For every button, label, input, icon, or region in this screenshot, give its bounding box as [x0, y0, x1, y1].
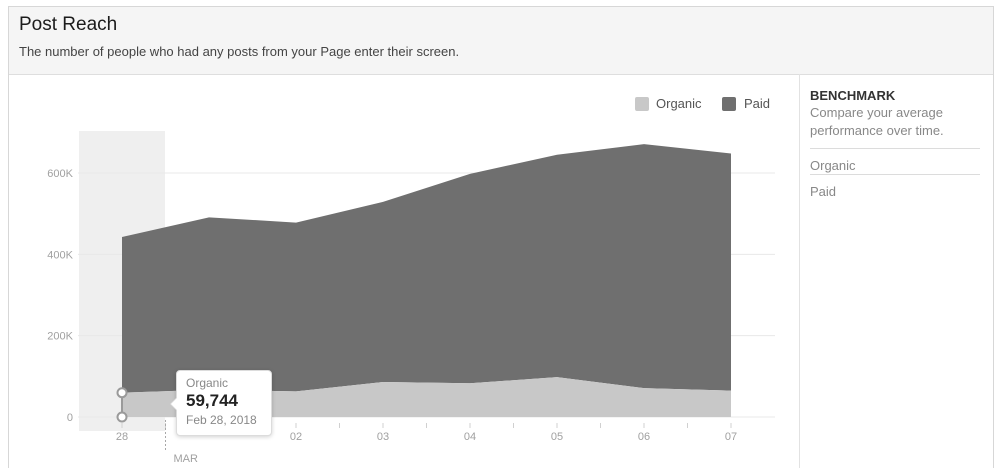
month-label: MAR: [174, 453, 199, 465]
x-tick-label: 06: [638, 431, 650, 443]
hover-markers: [116, 387, 128, 423]
organic-area: [122, 377, 731, 417]
organic-point-marker: [116, 387, 128, 399]
legend-label-paid: Paid: [744, 96, 770, 111]
x-tick-label: 28: [116, 431, 128, 443]
y-tick-label: 200K: [47, 331, 73, 343]
y-axis: 0 200K 400K 600K: [47, 168, 73, 424]
x-tick-label: 07: [725, 431, 737, 443]
benchmark-title: BENCHMARK: [810, 88, 896, 103]
x-axis: 28 02 03 04 05 06 07 MAR: [116, 420, 737, 465]
page-title: Post Reach: [19, 14, 118, 35]
tooltip-value: 59,744: [186, 391, 238, 410]
benchmark-item-paid[interactable]: Paid: [810, 174, 980, 200]
data-tooltip: Organic 59,744 Feb 28, 2018: [170, 370, 272, 436]
benchmark-item-organic[interactable]: Organic: [810, 148, 980, 174]
tooltip-date: Feb 28, 2018: [186, 413, 257, 427]
side-divider: [799, 74, 800, 468]
legend: Organic Paid: [635, 96, 770, 111]
baseline-point-marker: [116, 411, 128, 423]
card-header: Post Reach The number of people who had …: [9, 7, 993, 75]
y-tick-label: 0: [67, 412, 73, 424]
x-tick-label: 05: [551, 431, 563, 443]
tooltip-series: Organic: [186, 376, 229, 390]
benchmark-panel: BENCHMARK Compare your average performan…: [810, 88, 980, 200]
paid-area: [122, 144, 731, 393]
legend-swatch-organic: [635, 97, 649, 111]
legend-swatch-paid: [722, 97, 736, 111]
x-tick-label: 04: [464, 431, 476, 443]
x-tick-label: 03: [377, 431, 389, 443]
legend-label-organic: Organic: [656, 96, 702, 111]
page-subtitle: The number of people who had any posts f…: [19, 44, 460, 59]
benchmark-description: Compare your average performance over ti…: [810, 105, 944, 138]
chart-areas: [122, 144, 731, 417]
x-tick-label: 02: [290, 431, 302, 443]
y-tick-label: 600K: [47, 168, 73, 180]
y-tick-label: 400K: [47, 249, 73, 261]
